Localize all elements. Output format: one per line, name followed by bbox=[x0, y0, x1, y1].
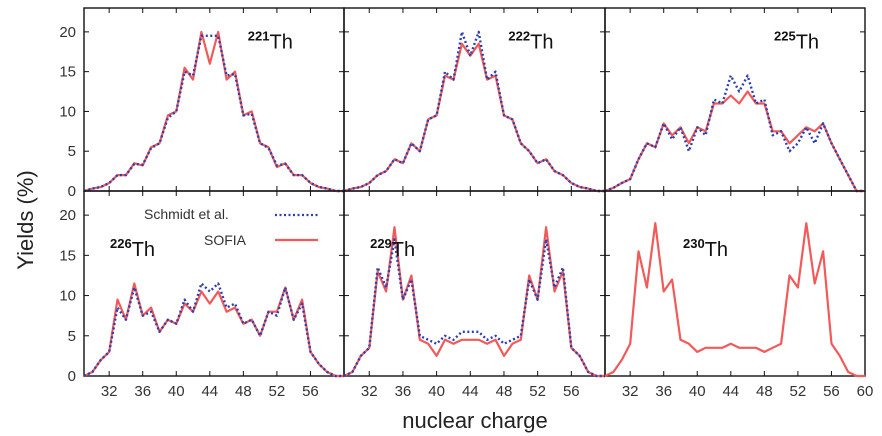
panel-bottom-middle: 32 36 40 44 48 52 56 229Th bbox=[343, 190, 606, 400]
series-line-schmidt bbox=[604, 74, 865, 193]
y-tick-label: 15 bbox=[59, 64, 76, 81]
x-tick-label: 32 bbox=[101, 383, 118, 400]
x-tick-label: 48 bbox=[496, 383, 513, 400]
nuclide-mass: 221 bbox=[248, 28, 270, 43]
x-tick-label: 52 bbox=[269, 383, 286, 400]
panel-bottom-left: 0 5 10 15 20 32 36 40 44 48 52 56 226Th bbox=[59, 190, 345, 400]
nuclide-mass: 226 bbox=[110, 236, 132, 251]
y-axis-label: Yields (%) bbox=[13, 170, 38, 269]
y-tick-label: 15 bbox=[59, 247, 76, 264]
panel-frame bbox=[604, 190, 866, 377]
x-tick-label: 44 bbox=[722, 383, 739, 400]
panel-top-middle: 222Th bbox=[343, 7, 606, 193]
series-line-schmidt bbox=[343, 238, 605, 378]
x-tick-label: 44 bbox=[201, 383, 218, 400]
nuclide-element: Th bbox=[705, 239, 728, 261]
x-tick-label: 56 bbox=[823, 383, 840, 400]
nuclide-label: 221Th bbox=[248, 28, 293, 53]
nuclide-element: Th bbox=[796, 31, 819, 53]
panel-top-right: 225Th bbox=[604, 7, 866, 193]
nuclide-element: Th bbox=[270, 31, 293, 53]
y-tick-label: 20 bbox=[59, 24, 76, 41]
y-tick-label: 5 bbox=[68, 328, 76, 345]
legend-label-sofia: SOFIA bbox=[204, 232, 247, 248]
y-tick-label: 0 bbox=[68, 183, 76, 200]
nuclide-label: 222Th bbox=[508, 28, 553, 53]
x-tick-label: 36 bbox=[395, 383, 412, 400]
x-tick-label: 56 bbox=[302, 383, 319, 400]
nuclide-mass: 222 bbox=[508, 28, 530, 43]
nuclide-element: Th bbox=[392, 239, 415, 261]
nuclide-mass: 230 bbox=[683, 236, 705, 251]
y-tick-label: 5 bbox=[68, 143, 76, 160]
x-tick-label: 32 bbox=[622, 383, 639, 400]
nuclide-mass: 225 bbox=[774, 28, 796, 43]
nuclide-label: 230Th bbox=[683, 236, 728, 261]
nuclide-label: 229Th bbox=[370, 236, 415, 261]
series-line-sofia bbox=[83, 30, 344, 193]
x-tick-label: 48 bbox=[235, 383, 252, 400]
y-tick-label: 0 bbox=[68, 368, 76, 385]
x-tick-label: 36 bbox=[655, 383, 672, 400]
x-tick-label: 52 bbox=[529, 383, 546, 400]
x-tick-label: 60 bbox=[857, 383, 874, 400]
series-line-sofia bbox=[343, 42, 605, 193]
y-tick-label: 10 bbox=[59, 288, 76, 305]
panel-frame bbox=[83, 7, 345, 192]
legend-label-schmidt: Schmidt et al. bbox=[144, 206, 229, 222]
nuclide-label: 226Th bbox=[110, 236, 155, 261]
series-line-sofia bbox=[604, 90, 865, 193]
x-tick-label: 40 bbox=[428, 383, 445, 400]
series-line-schmidt bbox=[343, 30, 605, 193]
x-tick-label: 32 bbox=[361, 383, 378, 400]
panel-frame bbox=[343, 7, 606, 192]
x-tick-label: 40 bbox=[168, 383, 185, 400]
panel-top-left: 0 5 10 15 20 221Th bbox=[59, 7, 345, 200]
y-tick-label: 20 bbox=[59, 207, 76, 224]
series-line-sofia bbox=[604, 222, 865, 378]
x-tick-label: 44 bbox=[462, 383, 479, 400]
y-tick-label: 10 bbox=[59, 103, 76, 120]
nuclide-element: Th bbox=[530, 31, 553, 53]
x-tick-label: 52 bbox=[790, 383, 807, 400]
series-line-schmidt bbox=[83, 282, 344, 378]
x-tick-label: 40 bbox=[689, 383, 706, 400]
nuclide-mass: 229 bbox=[370, 236, 392, 251]
x-tick-label: 56 bbox=[563, 383, 580, 400]
x-tick-label: 48 bbox=[756, 383, 773, 400]
panel-bottom-right: 32 36 40 44 48 52 56 60 230Th bbox=[604, 190, 874, 400]
x-axis-label: nuclear charge bbox=[402, 408, 548, 433]
x-tick-label: 36 bbox=[134, 383, 151, 400]
nuclide-element: Th bbox=[132, 239, 155, 261]
nuclide-label: 225Th bbox=[774, 28, 819, 53]
series-line-schmidt bbox=[83, 34, 344, 193]
legend: Schmidt et al. SOFIA bbox=[144, 206, 318, 248]
series-line-sofia bbox=[83, 282, 344, 378]
